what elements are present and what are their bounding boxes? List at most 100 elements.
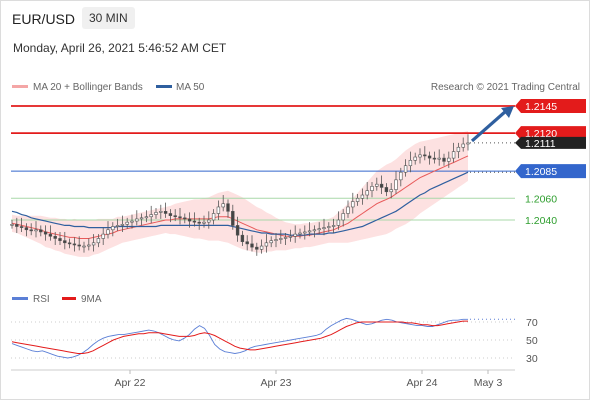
candle-body <box>67 242 72 245</box>
candle-body <box>149 214 153 218</box>
candle-body <box>29 229 33 232</box>
candle-body <box>370 186 374 191</box>
candle-body <box>183 217 187 220</box>
level-label-1.2145: 1.2145 <box>525 101 557 113</box>
candle-body <box>168 213 173 216</box>
candle-body <box>19 226 24 228</box>
candle-body <box>466 142 470 145</box>
candlesticks <box>10 134 470 256</box>
candle-body <box>427 155 432 159</box>
candle-body <box>384 187 389 193</box>
candle-body <box>39 229 43 233</box>
candle-body <box>346 206 350 214</box>
moving-average-lines <box>11 155 469 239</box>
candle-body <box>322 227 326 229</box>
level-label-1.2085: 1.2085 <box>525 166 557 178</box>
candle-body <box>82 245 86 248</box>
candle-body <box>403 165 408 173</box>
candle-body <box>77 244 81 247</box>
candle-body <box>135 218 139 222</box>
candle-body <box>250 243 254 248</box>
candle-body <box>399 171 403 181</box>
ma20-line <box>11 155 469 239</box>
candle-body <box>101 233 105 239</box>
candle-body <box>15 224 19 227</box>
candle-body <box>163 211 168 214</box>
projection-arrow-head <box>501 106 514 118</box>
candle-body <box>283 237 288 239</box>
candle-body <box>159 211 163 213</box>
candle-body <box>173 215 177 218</box>
candle-body <box>298 232 302 235</box>
candle-body <box>432 157 437 160</box>
candle-body <box>327 226 331 228</box>
candle-body <box>154 212 158 215</box>
candle-body <box>197 221 201 224</box>
candle-body <box>144 216 149 219</box>
bollinger-band-fill <box>12 131 468 257</box>
candle-body <box>259 245 264 250</box>
candle-body <box>91 242 96 246</box>
candle-body <box>279 238 283 240</box>
x-axis-ticks: Apr 22 Apr 23 Apr 24 May 3 <box>115 370 502 389</box>
candle-body <box>418 154 422 158</box>
rsi-legend-swatch <box>12 297 28 300</box>
candle-body <box>240 234 245 243</box>
candle-body <box>255 246 259 250</box>
candle-body <box>192 220 197 223</box>
candle-body <box>48 233 53 237</box>
rsi-ma-legend-label: 9MA <box>81 294 102 305</box>
candle-body <box>451 151 456 159</box>
candle-body <box>394 179 398 190</box>
candle-body <box>413 156 417 161</box>
candle-body <box>461 143 465 148</box>
candle-body <box>72 243 77 246</box>
ma20-legend-label: MA 20 + Bollinger Bands <box>33 82 143 93</box>
candle-body <box>288 235 293 238</box>
candle-body <box>63 240 67 244</box>
candle-body <box>447 157 451 162</box>
candle-body <box>437 157 441 160</box>
candle-body <box>423 154 427 157</box>
level-tag-1.2145 <box>515 99 586 113</box>
candle-body <box>178 216 182 219</box>
instrument-title: EUR/USD <box>12 11 76 27</box>
candle-body <box>317 228 321 231</box>
rsi-panel: 70 50 30 <box>11 317 538 365</box>
candle-body <box>331 225 336 227</box>
rsi-ma-legend-swatch <box>62 297 76 300</box>
candle-body <box>10 224 14 226</box>
candle-body <box>360 194 365 199</box>
level-label-1.2040: 1.2040 <box>525 215 557 227</box>
support-resistance-levels <box>11 105 515 221</box>
ma50-legend-swatch <box>156 85 172 88</box>
candle-body <box>202 221 206 224</box>
candle-body <box>231 211 235 226</box>
candle-body <box>43 231 48 235</box>
candle-body <box>58 238 62 241</box>
last-price-label: 1.2111 <box>525 138 556 150</box>
candle-body <box>130 220 134 223</box>
rsi-line <box>11 317 468 359</box>
rsi-ma-line <box>11 320 468 354</box>
timeframe-badge[interactable]: 30 MIN <box>82 7 135 29</box>
ma20-legend-swatch <box>12 85 28 88</box>
rsi-tick-label-30: 30 <box>526 353 538 365</box>
candle-body <box>269 240 273 244</box>
ma50-legend-label: MA 50 <box>176 82 205 93</box>
x-tick-label: Apr 23 <box>261 377 292 389</box>
candle-body <box>365 190 369 196</box>
candle-body <box>115 225 120 227</box>
x-tick-label: Apr 24 <box>407 377 438 389</box>
candle-body <box>221 203 225 208</box>
candle-body <box>293 233 297 237</box>
candle-body <box>389 189 393 193</box>
candle-body <box>274 239 278 241</box>
candle-body <box>53 235 57 239</box>
candle-body <box>216 206 221 214</box>
candle-body <box>341 213 345 221</box>
candle-body <box>235 225 240 236</box>
candle-body <box>375 183 379 187</box>
candle-body <box>303 231 307 234</box>
